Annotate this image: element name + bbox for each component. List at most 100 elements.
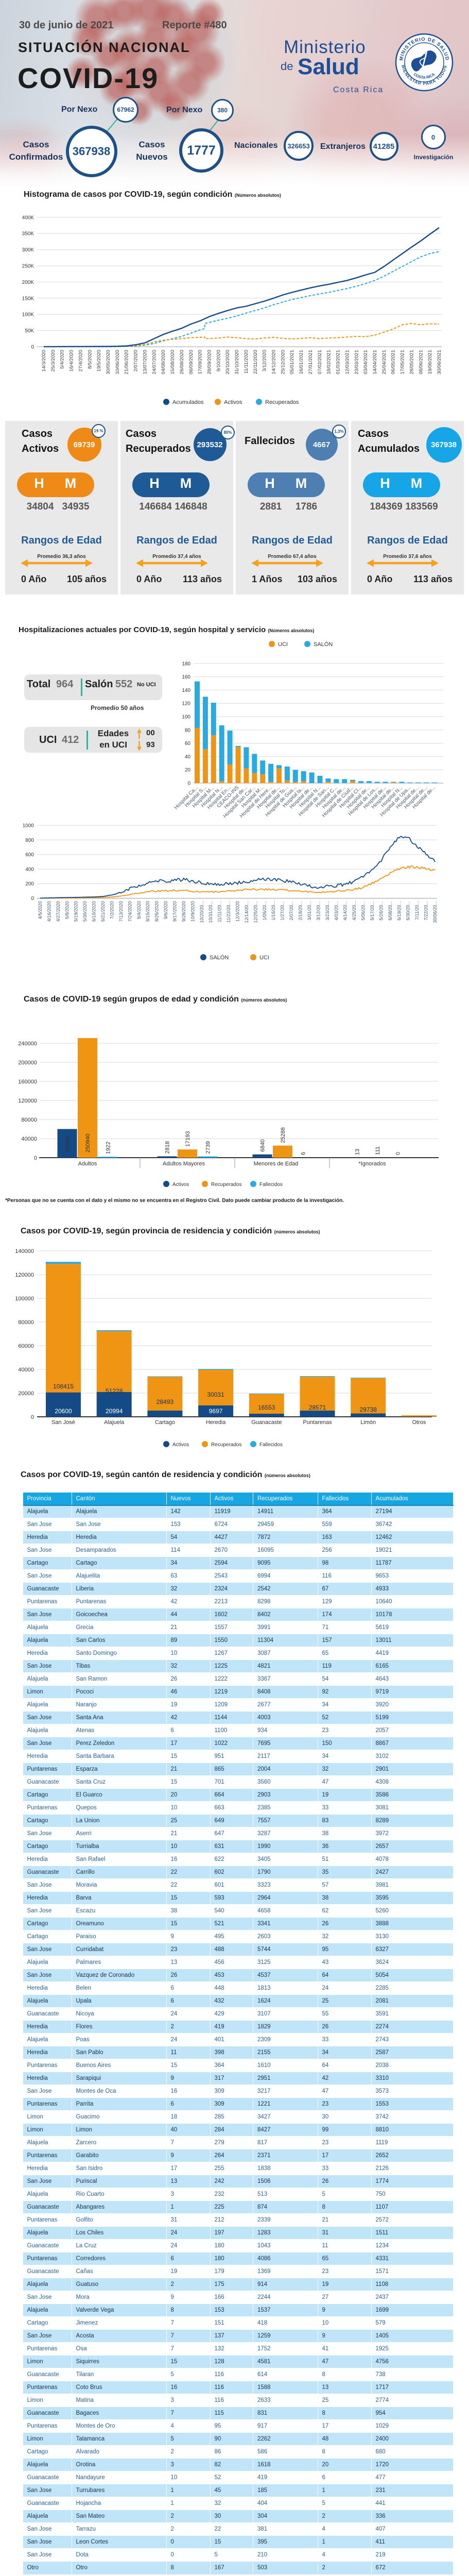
svg-text:Cartago: Cartago bbox=[155, 1419, 175, 1426]
svg-text:200K: 200K bbox=[22, 280, 34, 285]
svg-text:21/06/2020: 21/06/2020 bbox=[124, 350, 130, 375]
svg-text:01/03/2021: 01/03/2021 bbox=[336, 350, 341, 375]
svg-text:1/05/20...: 1/05/20... bbox=[262, 901, 267, 921]
svg-text:0: 0 bbox=[31, 1414, 34, 1420]
svg-text:Puntarenas: Puntarenas bbox=[303, 1419, 332, 1426]
svg-text:20000: 20000 bbox=[18, 1391, 34, 1397]
svg-text:250940: 250940 bbox=[85, 1133, 91, 1153]
svg-text:Limón: Limón bbox=[360, 1419, 376, 1426]
svg-text:16553: 16553 bbox=[258, 1404, 275, 1411]
svg-text:17/09/2020: 17/09/2020 bbox=[198, 350, 203, 375]
svg-text:2818: 2818 bbox=[165, 1141, 171, 1154]
svg-text:30/05/2020: 30/05/2020 bbox=[106, 350, 111, 375]
svg-text:10/9/2020: 10/9/2020 bbox=[190, 901, 195, 922]
svg-text:6/08/20...: 6/08/20... bbox=[388, 901, 393, 921]
svg-text:40000: 40000 bbox=[21, 1136, 37, 1142]
svg-text:80000: 80000 bbox=[18, 1319, 34, 1326]
svg-text:11/11/20...: 11/11/20... bbox=[217, 901, 222, 922]
svg-text:25/04/2021: 25/04/2021 bbox=[381, 350, 387, 375]
svg-text:Activos: Activos bbox=[172, 1442, 189, 1448]
svg-text:0: 0 bbox=[31, 345, 34, 350]
svg-text:50K: 50K bbox=[25, 328, 34, 334]
svg-text:150K: 150K bbox=[22, 296, 34, 301]
svg-text:111: 111 bbox=[375, 1146, 381, 1155]
svg-text:120: 120 bbox=[182, 701, 190, 707]
svg-text:Alajuela: Alajuela bbox=[104, 1419, 125, 1426]
svg-text:120000: 120000 bbox=[15, 1272, 34, 1278]
svg-text:Activos: Activos bbox=[224, 399, 242, 405]
svg-text:400: 400 bbox=[25, 867, 34, 872]
svg-text:Fallecidos: Fallecidos bbox=[259, 1442, 283, 1448]
svg-text:10/31/20...: 10/31/20... bbox=[208, 901, 213, 923]
svg-text:28/09/2020: 28/09/2020 bbox=[206, 350, 212, 375]
svg-text:12/25/20...: 12/25/20... bbox=[253, 901, 258, 923]
svg-text:06/05/2021: 06/05/2021 bbox=[391, 350, 396, 375]
svg-text:19/5/2020: 19/5/2020 bbox=[96, 350, 102, 371]
svg-text:4/25/20...: 4/25/20... bbox=[352, 901, 357, 921]
svg-text:30/06/2021: 30/06/2021 bbox=[437, 350, 442, 375]
svg-text:60068: 60068 bbox=[65, 1137, 71, 1153]
svg-text:7/2/2020: 7/2/2020 bbox=[109, 901, 114, 919]
svg-text:300K: 300K bbox=[22, 247, 34, 253]
svg-text:16/4/2020: 16/4/2020 bbox=[69, 350, 75, 371]
svg-text:Recuperados: Recuperados bbox=[265, 399, 299, 405]
svg-text:108415: 108415 bbox=[53, 1383, 74, 1390]
svg-text:5/8/2020: 5/8/2020 bbox=[64, 901, 70, 919]
svg-text:25/12/2020: 25/12/2020 bbox=[280, 350, 286, 375]
svg-text:51228: 51228 bbox=[106, 1387, 123, 1395]
svg-text:400K: 400K bbox=[22, 215, 34, 221]
svg-text:4/03/20...: 4/03/20... bbox=[334, 901, 339, 921]
svg-text:240000: 240000 bbox=[18, 1041, 37, 1047]
svg-text:17193: 17193 bbox=[185, 1131, 191, 1147]
svg-text:800: 800 bbox=[25, 838, 34, 843]
svg-text:24/07/2020: 24/07/2020 bbox=[151, 350, 157, 375]
svg-text:26/08/2020: 26/08/2020 bbox=[179, 350, 185, 375]
svg-text:SALÓN: SALÓN bbox=[210, 954, 229, 961]
svg-text:9697: 9697 bbox=[209, 1408, 223, 1415]
svg-text:12/14/20...: 12/14/20... bbox=[244, 901, 249, 923]
svg-text:Guanacaste: Guanacaste bbox=[251, 1419, 282, 1426]
svg-text:Adultos Mayores: Adultos Mayores bbox=[163, 1161, 205, 1167]
svg-text:40000: 40000 bbox=[18, 1367, 34, 1373]
svg-text:2739: 2739 bbox=[205, 1141, 212, 1154]
svg-text:28/05/2021: 28/05/2021 bbox=[409, 350, 414, 375]
svg-text:80: 80 bbox=[185, 727, 191, 733]
svg-text:Recuperados: Recuperados bbox=[211, 1442, 241, 1448]
svg-text:4/14/20...: 4/14/20... bbox=[343, 901, 348, 921]
svg-text:3/23/20...: 3/23/20... bbox=[325, 901, 330, 921]
svg-text:14/12/2020: 14/12/2020 bbox=[271, 350, 277, 375]
svg-text:20600: 20600 bbox=[55, 1408, 72, 1415]
svg-text:6840: 6840 bbox=[260, 1139, 266, 1151]
svg-text:100K: 100K bbox=[22, 312, 34, 318]
svg-text:6/10/2020: 6/10/2020 bbox=[92, 901, 97, 922]
svg-text:6: 6 bbox=[301, 1152, 307, 1155]
svg-text:5/28/20...: 5/28/20... bbox=[378, 901, 384, 921]
svg-text:20: 20 bbox=[185, 768, 191, 773]
svg-text:05/01/2021: 05/01/2021 bbox=[289, 350, 295, 375]
svg-text:0: 0 bbox=[187, 781, 190, 787]
svg-text:11/22/20...: 11/22/20... bbox=[226, 901, 231, 923]
svg-text:18/02/2021: 18/02/2021 bbox=[326, 350, 332, 375]
svg-text:Acumulados: Acumulados bbox=[172, 399, 204, 405]
svg-text:04/08/2020: 04/08/2020 bbox=[161, 350, 166, 375]
svg-text:UCI: UCI bbox=[278, 641, 288, 648]
svg-text:7/11/20...: 7/11/20... bbox=[414, 901, 420, 920]
svg-text:20/10/2020: 20/10/2020 bbox=[225, 350, 231, 375]
svg-text:600: 600 bbox=[25, 852, 34, 858]
svg-text:120000: 120000 bbox=[18, 1098, 37, 1104]
svg-text:San José: San José bbox=[51, 1419, 75, 1426]
svg-text:9/10/2020: 9/10/2020 bbox=[216, 350, 221, 371]
svg-text:13/07/2020: 13/07/2020 bbox=[142, 350, 148, 375]
svg-text:1/16/20...: 1/16/20... bbox=[271, 901, 276, 921]
svg-text:10/20/20...: 10/20/20... bbox=[199, 901, 204, 923]
svg-text:8/5/2020: 8/5/2020 bbox=[87, 350, 93, 369]
svg-text:7/24/2020: 7/24/2020 bbox=[127, 901, 132, 922]
svg-text:6/21/2020: 6/21/2020 bbox=[100, 901, 106, 922]
svg-text:9/17/2020: 9/17/2020 bbox=[172, 901, 177, 922]
svg-text:250K: 250K bbox=[22, 264, 34, 269]
svg-text:Otros: Otros bbox=[412, 1419, 426, 1426]
svg-text:100000: 100000 bbox=[15, 1296, 34, 1302]
svg-text:12/3/2020: 12/3/2020 bbox=[235, 901, 240, 922]
svg-text:03/04/2021: 03/04/2021 bbox=[363, 350, 369, 375]
svg-text:2/18/20...: 2/18/20... bbox=[298, 901, 303, 921]
